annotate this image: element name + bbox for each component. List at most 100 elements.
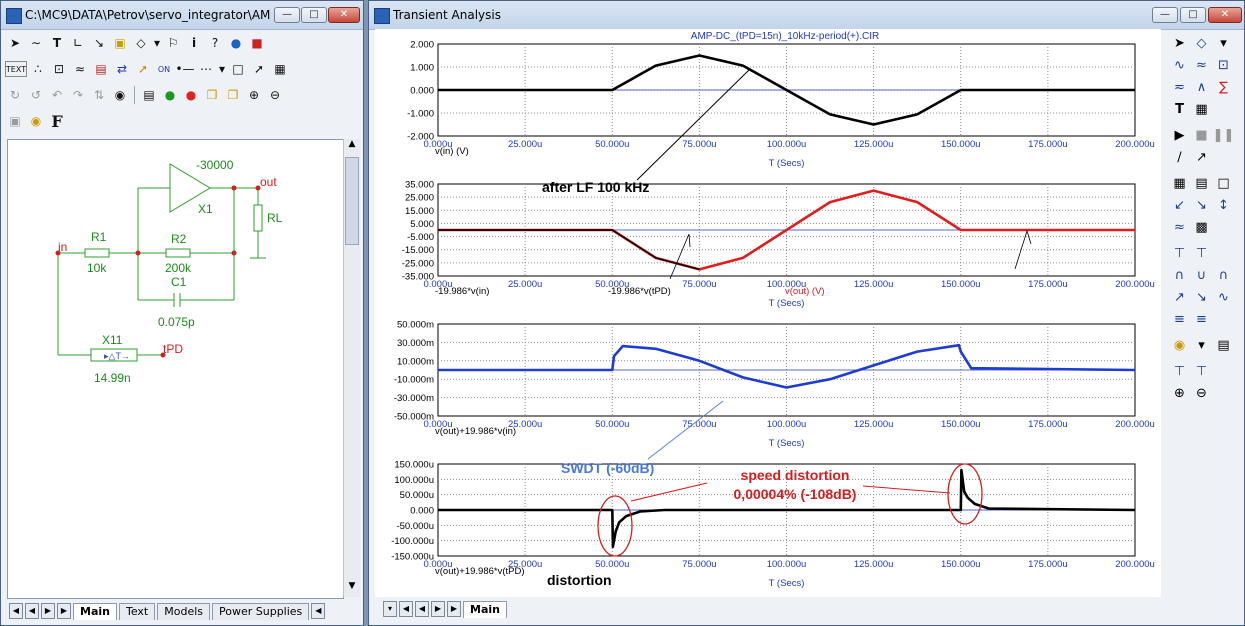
flag-icon[interactable]: ⚐ — [167, 36, 179, 50]
scroll-down-arrow[interactable]: ▼ — [348, 581, 356, 591]
maximize-button[interactable]: □ — [1180, 7, 1206, 23]
palette-icon[interactable]: ◉ — [1173, 337, 1186, 353]
schematic-canvas[interactable]: ▸△T→ -30000 X1 out RL in R1 10k R2 200k … — [7, 139, 344, 599]
tab-last-button[interactable]: ▶ — [447, 601, 461, 617]
node-icon[interactable]: ∴ — [34, 62, 42, 76]
stop-icon[interactable]: ■ — [251, 36, 263, 50]
tab-prev-button[interactable]: ◀ — [415, 601, 429, 617]
maximize-button[interactable]: □ — [301, 7, 327, 23]
valley3-icon[interactable]: ∩ — [1218, 267, 1229, 283]
text-mode-icon[interactable]: TEXT — [5, 61, 27, 77]
valley-icon[interactable]: ∩ — [1174, 267, 1185, 283]
line-icon[interactable]: ∟ — [72, 36, 84, 50]
minimize-button[interactable]: — — [1152, 7, 1178, 23]
cursor-icon[interactable]: ➚ — [253, 62, 265, 76]
globe-icon[interactable]: ● — [230, 36, 242, 50]
component-icon[interactable]: ▣ — [114, 36, 126, 50]
tab-menu-button[interactable]: ▾ — [383, 601, 397, 617]
cancel-icon[interactable]: ● — [185, 88, 197, 102]
help-icon[interactable]: ? — [211, 36, 219, 50]
stop-icon[interactable]: ■ — [1195, 127, 1208, 143]
tab-main[interactable]: Main — [463, 600, 507, 618]
rotate-icon[interactable]: ↻ — [9, 88, 21, 102]
tab-first-button[interactable]: ◀ — [9, 603, 23, 619]
grid-icon[interactable]: ⋯ — [200, 62, 212, 76]
chevron-down-icon[interactable]: ▾ — [153, 36, 161, 50]
grid-fine-icon[interactable]: ▦ — [1173, 175, 1186, 191]
slope-up-icon[interactable]: ↗ — [1174, 289, 1185, 305]
cursor-right-icon[interactable]: ↘ — [1196, 197, 1207, 213]
props-icon[interactable]: ▦ — [274, 62, 286, 76]
undo-icon[interactable]: ↶ — [51, 88, 63, 102]
rotate2-icon[interactable]: ↺ — [30, 88, 42, 102]
close-button[interactable]: ✕ — [1208, 7, 1242, 23]
line-tool-icon[interactable]: ∕ — [1177, 149, 1182, 165]
align-icon[interactable]: ≡ — [1174, 311, 1185, 327]
schematic-vertical-scrollbar[interactable]: ▲ ▼ — [343, 139, 360, 597]
zoom-out-icon[interactable]: ⊖ — [1196, 385, 1207, 401]
minimize-button[interactable]: — — [274, 7, 300, 23]
flip-icon[interactable]: ⇅ — [93, 88, 105, 102]
on-icon[interactable]: ON — [157, 64, 171, 74]
tab-next-button[interactable]: ▶ — [41, 603, 55, 619]
plot-area[interactable]: AMP-DC_(tPD=15n)_10kHz-period(+).CIR 0.00… — [375, 29, 1161, 597]
font-icon[interactable]: F — [51, 111, 63, 131]
cursor-both-icon[interactable]: ↕ — [1218, 197, 1229, 213]
mode-icon[interactable]: ◉ — [30, 114, 42, 128]
tab-first-button[interactable]: ◀ — [399, 601, 413, 617]
scroll-thumb[interactable] — [345, 157, 359, 245]
tab-prev-button[interactable]: ◀ — [25, 603, 39, 619]
bus-icon[interactable]: ⇄ — [116, 62, 128, 76]
peak-right-icon[interactable]: ⊤ — [1195, 245, 1208, 261]
probe-icon[interactable]: ➚ — [137, 62, 149, 76]
tab-text[interactable]: Text — [118, 602, 156, 620]
page-icon[interactable]: □ — [232, 62, 244, 76]
peak-left-icon[interactable]: ⊤ — [1173, 245, 1186, 261]
props-icon[interactable]: ▦ — [1195, 101, 1208, 117]
paste-icon[interactable]: ❐ — [227, 88, 239, 102]
slope-icon[interactable]: ↗ — [1196, 149, 1207, 165]
shape-icon[interactable]: ◇ — [136, 36, 146, 50]
shape-icon[interactable]: ◇ — [1196, 35, 1207, 51]
lock-icon[interactable]: ▣ — [9, 114, 21, 128]
run-icon[interactable]: ● — [164, 88, 176, 102]
text-icon[interactable]: T — [1175, 101, 1184, 117]
fit-icon[interactable]: ≈ — [1196, 57, 1207, 73]
close-button[interactable]: ✕ — [328, 7, 360, 23]
pin-icon[interactable]: ⊡ — [53, 62, 65, 76]
chevron-down-icon[interactable]: ▾ — [1198, 337, 1205, 353]
text-icon[interactable]: T — [52, 36, 62, 50]
wave-icon[interactable]: ≂ — [1174, 79, 1185, 95]
redo-icon[interactable]: ↷ — [72, 88, 84, 102]
tag-icon[interactable]: ≈ — [1174, 219, 1185, 235]
zoom-in-icon[interactable]: ⊕ — [248, 88, 260, 102]
select-icon[interactable]: ➤ — [9, 36, 21, 50]
chevron-down-icon[interactable]: ▾ — [1220, 35, 1227, 51]
scale-box-icon[interactable]: ▩ — [1195, 219, 1208, 235]
diagonal-icon[interactable]: ↘ — [93, 36, 105, 50]
peak-icon[interactable]: ∧ — [1196, 79, 1207, 95]
zoom-out-icon[interactable]: ⊖ — [269, 88, 281, 102]
grid-coarse-icon[interactable]: □ — [1217, 175, 1230, 191]
tab-main[interactable]: Main — [73, 602, 117, 620]
select-icon[interactable]: ➤ — [1174, 35, 1185, 51]
find-icon[interactable]: ◉ — [114, 88, 126, 102]
copy-icon[interactable]: ❐ — [206, 88, 218, 102]
x-scale-icon[interactable]: ⊤ — [1173, 363, 1186, 379]
table-icon[interactable]: ▤ — [1217, 337, 1230, 353]
valley2-icon[interactable]: ∪ — [1196, 267, 1207, 283]
info-icon[interactable]: i — [191, 36, 197, 50]
align2-icon[interactable]: ≡ — [1196, 311, 1207, 327]
chevron-down-icon[interactable]: ▾ — [218, 62, 226, 76]
tab-models[interactable]: Models — [157, 602, 210, 620]
scroll-up-arrow[interactable]: ▲ — [348, 139, 356, 149]
scale-icon[interactable]: ⊡ — [1218, 57, 1229, 73]
curve-icon[interactable]: ∿ — [1174, 57, 1185, 73]
hscroll-left[interactable]: ◀ — [311, 603, 326, 619]
notes-icon[interactable]: ▤ — [143, 88, 155, 102]
grid-medium-icon[interactable]: ▤ — [1195, 175, 1208, 191]
attr-icon[interactable]: ≈ — [74, 62, 86, 76]
inflect-icon[interactable]: ∿ — [1218, 289, 1229, 305]
slope-down-icon[interactable]: ↘ — [1196, 289, 1207, 305]
tab-power-supplies[interactable]: Power Supplies — [212, 602, 310, 620]
